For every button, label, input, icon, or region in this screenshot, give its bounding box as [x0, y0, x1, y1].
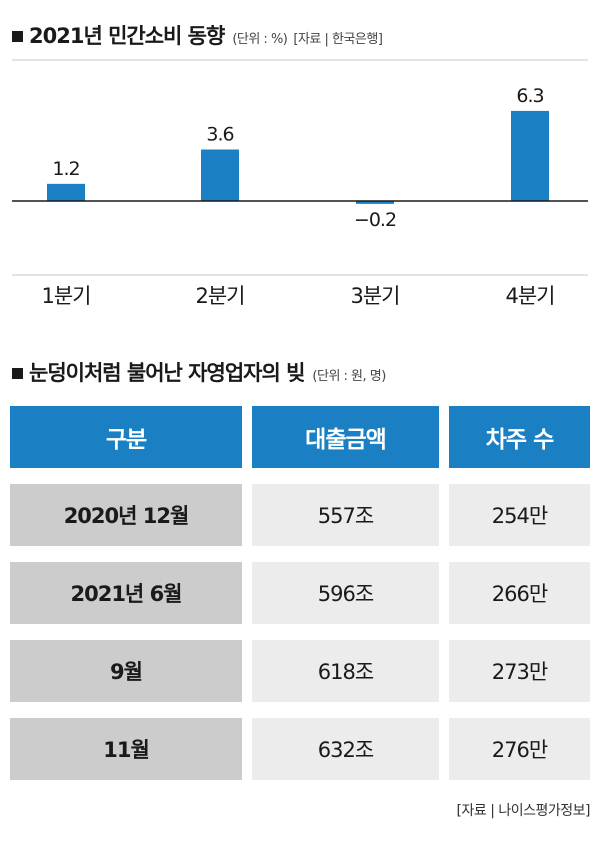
row-period: 9월 — [10, 640, 242, 702]
category-label-2: 2분기 — [195, 284, 244, 308]
data-label-3: −0.2 — [354, 209, 396, 231]
table-unit: (단위 : 원, 명) — [312, 369, 386, 384]
bar-chart: 1.2 1분기 3.6 2분기 −0.2 3분기 6.3 4분기 — [12, 59, 588, 308]
category-label-3: 3분기 — [350, 284, 399, 308]
table-row: 9월 618조 273만 — [10, 640, 590, 702]
chart-unit: (단위 : %) — [232, 32, 288, 47]
table-row: 11월 632조 276만 — [10, 718, 590, 780]
chart-source: [자료 | 한국은행] — [293, 32, 383, 47]
title-bullet — [12, 368, 23, 379]
category-label-1: 1분기 — [41, 284, 90, 308]
row-period: 2021년 6월 — [10, 562, 242, 624]
table-title-block: 눈덩이처럼 불어난 자영업자의 빚 (단위 : 원, 명) — [12, 357, 386, 387]
row-loan-amount: 557조 — [252, 484, 439, 546]
row-borrower-count: 276만 — [449, 718, 590, 780]
header-borrower-count: 차주 수 — [449, 406, 590, 468]
header-category: 구분 — [10, 406, 242, 468]
bar-4 — [511, 110, 549, 201]
row-loan-amount: 632조 — [252, 718, 439, 780]
row-period: 2020년 12월 — [10, 484, 242, 546]
row-borrower-count: 254만 — [449, 484, 590, 546]
row-borrower-count: 273만 — [449, 640, 590, 702]
title-bullet — [12, 31, 23, 42]
row-loan-amount: 618조 — [252, 640, 439, 702]
data-label-4: 6.3 — [516, 85, 543, 107]
table-title: 눈덩이처럼 불어난 자영업자의 빚 — [29, 361, 305, 385]
data-label-2: 3.6 — [206, 124, 233, 146]
bar-1 — [47, 183, 85, 201]
row-borrower-count: 266만 — [449, 562, 590, 624]
data-label-1: 1.2 — [52, 158, 79, 180]
table-source: [자료 | 나이스평가정보] — [456, 803, 591, 819]
header-loan-amount: 대출금액 — [252, 406, 439, 468]
row-loan-amount: 596조 — [252, 562, 439, 624]
table-row: 2020년 12월 557조 254만 — [10, 484, 590, 546]
row-period: 11월 — [10, 718, 242, 780]
bar-2 — [201, 149, 239, 201]
chart-title: 2021년 민간소비 동향 — [29, 24, 225, 48]
bar-3 — [356, 201, 394, 204]
table-row: 2021년 6월 596조 266만 — [10, 562, 590, 624]
chart-title-block: 2021년 민간소비 동향 (단위 : %) [자료 | 한국은행] — [12, 20, 383, 50]
category-label-4: 4분기 — [505, 284, 554, 308]
table-header-row: 구분 대출금액 차주 수 — [10, 406, 590, 468]
